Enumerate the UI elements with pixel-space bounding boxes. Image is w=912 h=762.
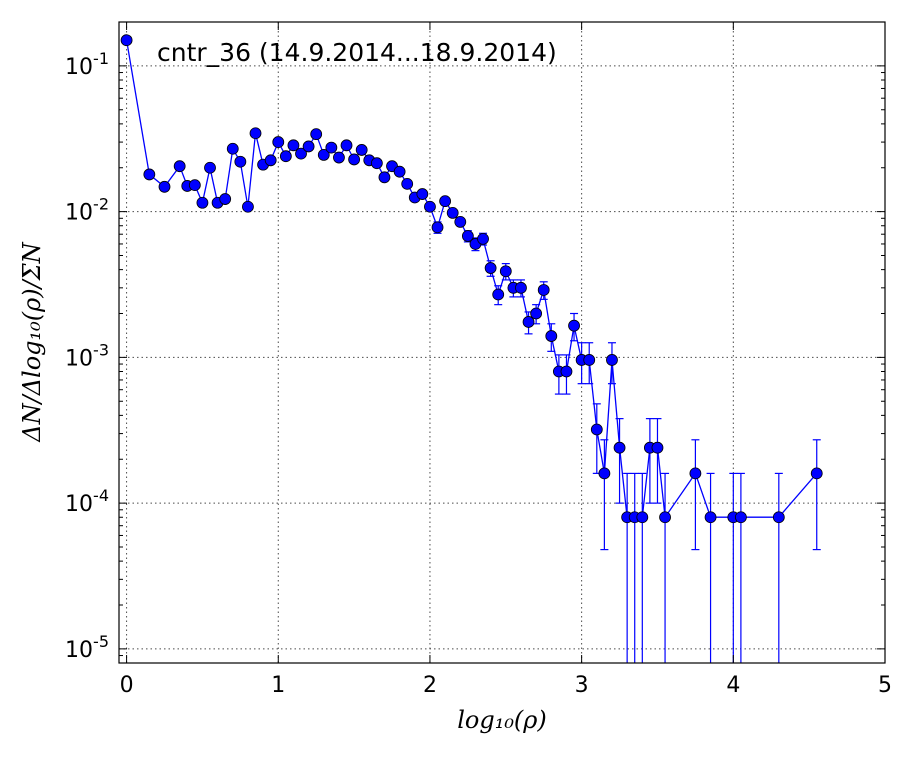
x-tick-label: 5 — [878, 673, 892, 698]
data-point — [636, 511, 649, 524]
data-point — [810, 467, 823, 480]
data-point — [226, 142, 239, 155]
data-point — [302, 140, 315, 153]
data-point — [143, 168, 156, 181]
data-point — [446, 207, 459, 219]
data-point — [522, 316, 535, 328]
data-point — [568, 319, 580, 332]
data-point — [454, 216, 467, 228]
data-point — [560, 365, 573, 378]
data-point — [704, 511, 717, 524]
data-point — [378, 171, 391, 184]
data-point — [249, 127, 262, 140]
data-point — [492, 288, 505, 301]
data-point — [613, 441, 626, 454]
data-point — [219, 193, 232, 205]
y-tick-label: 10-5 — [65, 632, 109, 663]
x-tick-label: 3 — [575, 673, 589, 698]
data-point — [424, 200, 436, 213]
x-tick-label: 4 — [726, 673, 740, 698]
data-point — [659, 511, 671, 524]
series-line — [125, 40, 818, 520]
data-point — [333, 151, 345, 164]
y-tick-label: 10-3 — [65, 340, 109, 371]
data-point — [416, 188, 429, 200]
data-point — [310, 128, 323, 141]
data-point — [590, 423, 603, 436]
data-point — [515, 281, 527, 294]
data-point — [234, 155, 247, 168]
data-point — [530, 307, 543, 320]
data-point — [242, 200, 254, 213]
data-point — [340, 139, 353, 152]
data-point — [772, 511, 785, 524]
data-point — [264, 154, 277, 167]
data-point — [272, 136, 285, 148]
data-point — [537, 284, 550, 296]
data-point — [173, 160, 186, 173]
data-series — [120, 34, 823, 663]
plot-frame — [118, 21, 886, 664]
data-point — [393, 165, 406, 178]
x-tick-label: 1 — [271, 673, 285, 698]
data-point — [431, 221, 444, 234]
data-point — [287, 139, 300, 152]
data-point — [606, 354, 618, 366]
y-axis-label: ΔN/Δlog₁₀(ρ)/ΣN — [18, 241, 46, 442]
x-tick-label: 0 — [120, 673, 134, 698]
x-tick-label: 2 — [423, 673, 437, 698]
y-tick-label: 10-1 — [65, 49, 109, 80]
y-tick-label: 10-2 — [65, 195, 109, 226]
data-point — [499, 265, 512, 278]
data-point — [158, 180, 171, 193]
data-point — [317, 149, 330, 161]
data-point — [204, 161, 216, 174]
data-point — [370, 157, 383, 170]
data-point — [120, 34, 133, 47]
data-point — [279, 150, 292, 163]
axis-ticks: 0 1 2 3 4 5 10-5 10-4 10-3 10-2 10-1 — [65, 21, 892, 698]
data-point — [598, 467, 611, 480]
data-point — [484, 262, 497, 274]
data-point — [735, 511, 747, 524]
data-point — [295, 147, 307, 160]
data-point — [325, 141, 338, 154]
x-axis-label: log₁₀(ρ) — [457, 706, 547, 734]
data-point — [689, 467, 702, 480]
data-point — [545, 330, 558, 342]
data-point — [188, 179, 201, 192]
data-point — [477, 232, 489, 245]
data-point — [196, 196, 209, 209]
data-point — [355, 144, 368, 156]
data-point — [583, 354, 596, 366]
y-tick-label: 10-4 — [65, 486, 109, 517]
data-point — [401, 177, 414, 190]
data-point — [651, 441, 664, 454]
data-point — [348, 153, 361, 166]
data-point — [461, 230, 474, 242]
chart-title: cntr_36 (14.9.2014...18.9.2014) — [157, 38, 557, 67]
data-point — [439, 195, 452, 208]
